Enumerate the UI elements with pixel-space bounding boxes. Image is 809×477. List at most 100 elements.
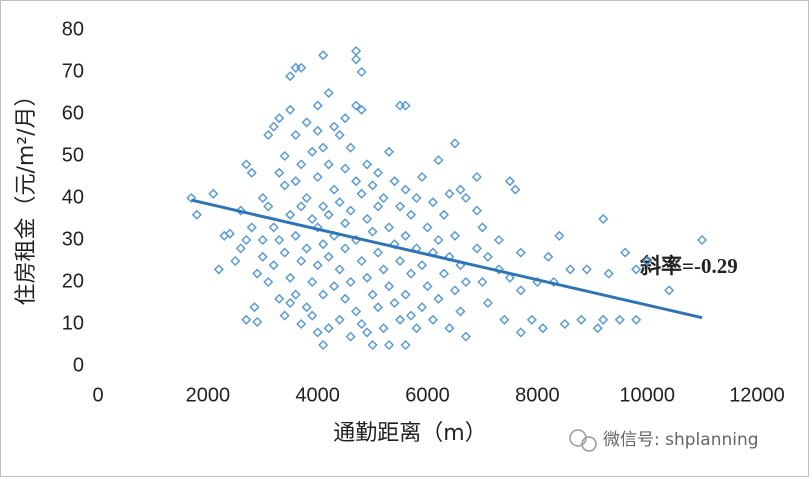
point [312, 260, 323, 271]
point [351, 306, 362, 317]
point [318, 339, 329, 351]
point [213, 264, 224, 275]
x-axis-title: 通勤距离（m） [333, 421, 486, 446]
point [455, 306, 466, 317]
point [471, 243, 482, 254]
point [471, 205, 482, 216]
point [268, 222, 279, 233]
point [263, 276, 274, 288]
point [455, 184, 466, 195]
point [241, 159, 252, 170]
point [345, 276, 356, 288]
point [411, 323, 422, 334]
point [362, 327, 373, 338]
watermark-icon [569, 429, 597, 452]
point [274, 293, 285, 304]
point [389, 176, 400, 187]
point [389, 297, 400, 309]
point [631, 264, 642, 275]
point [378, 323, 389, 334]
point [312, 327, 323, 338]
point [598, 314, 609, 325]
point [543, 251, 554, 262]
point [438, 268, 450, 279]
point [565, 264, 576, 275]
point [274, 113, 285, 124]
point [449, 285, 461, 296]
point [642, 255, 653, 267]
point [263, 129, 274, 141]
point [307, 146, 318, 157]
point [290, 176, 301, 187]
point [493, 264, 504, 275]
x-tick-label: 12000 [729, 384, 785, 406]
point [373, 167, 384, 178]
point [279, 150, 290, 162]
point [263, 201, 274, 212]
y-tick-label: 40 [62, 186, 84, 208]
point [537, 323, 548, 334]
point [279, 310, 290, 321]
point [394, 314, 406, 325]
point [356, 255, 367, 267]
point [340, 218, 351, 229]
point [318, 201, 329, 212]
point [307, 310, 318, 321]
point [290, 289, 301, 300]
point [460, 276, 472, 288]
point [334, 264, 345, 275]
point [449, 138, 461, 149]
point [285, 71, 296, 82]
point [323, 209, 334, 220]
point [307, 213, 318, 225]
y-tick-label: 20 [62, 270, 84, 292]
point [416, 171, 428, 183]
point [301, 302, 312, 313]
point [493, 234, 504, 246]
point [405, 209, 417, 220]
point [510, 184, 521, 195]
point [422, 222, 433, 233]
point [449, 230, 461, 241]
point [400, 100, 411, 111]
point [471, 171, 482, 183]
point [318, 289, 329, 300]
point [697, 234, 708, 246]
y-tick-label: 80 [62, 18, 84, 40]
point [351, 54, 362, 65]
point [296, 318, 307, 330]
point [312, 100, 323, 111]
point [631, 314, 642, 325]
point [383, 146, 395, 157]
point [307, 276, 318, 288]
x-tick-label: 4000 [295, 384, 340, 406]
point [378, 264, 389, 275]
point [515, 285, 526, 296]
point [351, 100, 362, 111]
x-tick-label: 2000 [186, 384, 231, 406]
x-tick-label: 6000 [405, 384, 450, 406]
point [515, 247, 526, 258]
annotation: 斜率=-0.29 [639, 254, 738, 278]
point [444, 323, 455, 334]
point [285, 272, 296, 283]
point [191, 209, 202, 220]
point [515, 327, 526, 338]
point [235, 243, 246, 254]
y-tick-label: 70 [62, 60, 84, 82]
point [383, 281, 395, 292]
point [394, 255, 406, 267]
point [323, 323, 334, 334]
point [312, 171, 323, 183]
point [252, 316, 263, 327]
point [367, 180, 378, 191]
point [367, 226, 378, 237]
point [362, 213, 373, 225]
point [351, 176, 362, 187]
point [416, 302, 428, 313]
point [268, 260, 279, 271]
point [499, 314, 510, 325]
point [438, 209, 450, 220]
point [296, 201, 307, 212]
point [356, 66, 367, 78]
